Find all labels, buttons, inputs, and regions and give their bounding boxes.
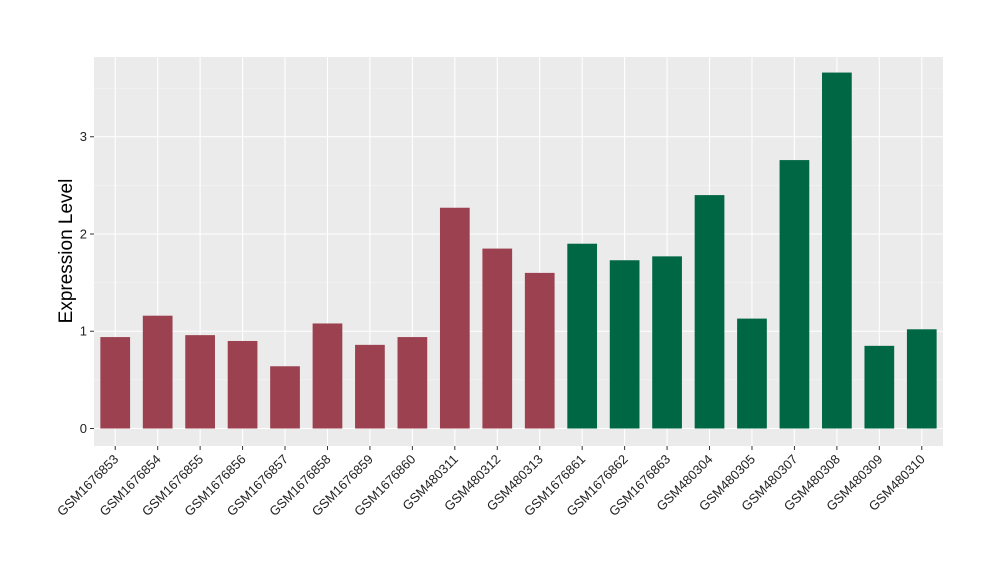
- bar-GSM480308: [822, 72, 852, 429]
- bar-GSM1676860: [397, 337, 428, 429]
- bar-GSM1676854: [142, 315, 173, 429]
- y-tick-label: 0: [80, 421, 87, 436]
- bar-GSM480307: [779, 160, 810, 429]
- bar-GSM1676853: [100, 337, 131, 429]
- bar-GSM1676859: [355, 344, 385, 429]
- bar-GSM1676857: [270, 366, 300, 429]
- plot-background: [94, 57, 943, 446]
- bar-GSM480309: [864, 345, 895, 429]
- bar-GSM1676863: [652, 256, 682, 429]
- bar-GSM1676862: [609, 260, 640, 429]
- bar-GSM480313: [524, 272, 555, 429]
- bars: [100, 72, 937, 429]
- y-axis-title: Expression Level: [56, 179, 77, 324]
- y-tick-label: 2: [80, 226, 87, 241]
- y-tick-label: 1: [80, 324, 87, 339]
- bar-GSM480311: [439, 207, 470, 429]
- y-tick-label: 3: [80, 129, 87, 144]
- bar-GSM1676856: [227, 340, 258, 429]
- bar-GSM480305: [737, 318, 767, 429]
- bar-GSM480310: [906, 329, 937, 429]
- bar-GSM1676858: [312, 323, 343, 429]
- y-axis: 0 1 2 3: [80, 129, 94, 436]
- x-axis: GSM1676853GSM1676854GSM1676855GSM1676856…: [54, 446, 928, 519]
- bar-GSM1676861: [567, 243, 598, 429]
- bar-GSM480304: [694, 195, 725, 429]
- bar-GSM480312: [482, 248, 513, 429]
- bar-GSM1676855: [185, 335, 215, 429]
